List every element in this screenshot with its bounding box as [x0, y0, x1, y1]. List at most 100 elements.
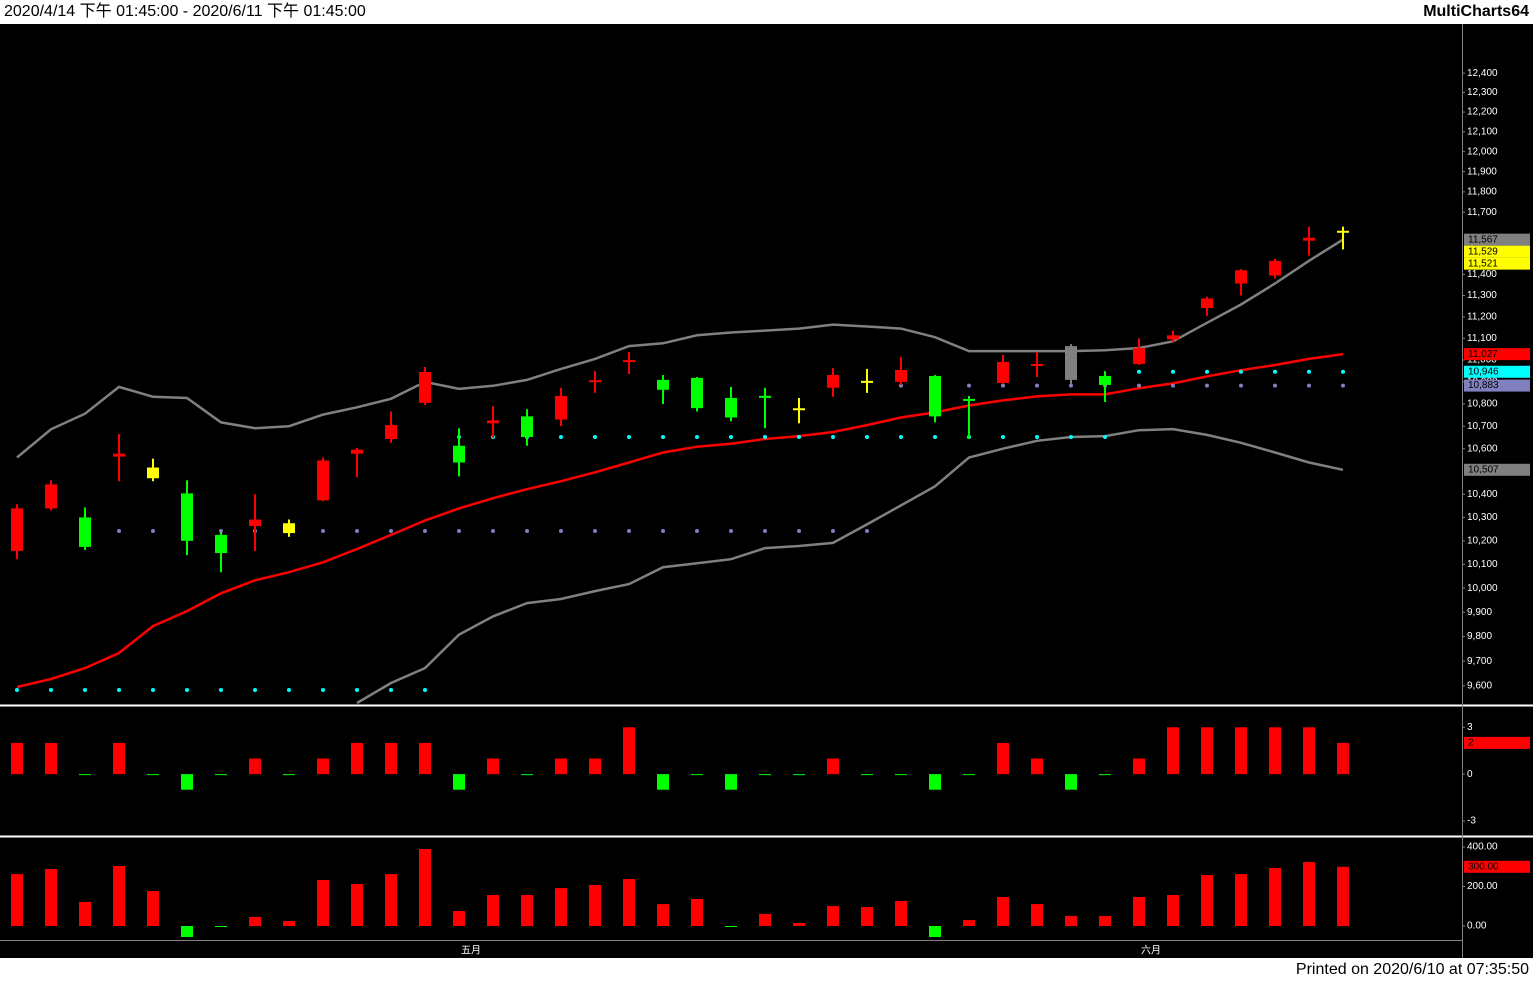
candle-body — [793, 408, 805, 411]
price-label-text: 11,529 — [1468, 246, 1498, 257]
indicator-dot — [729, 434, 733, 439]
y-tick-label: 200.00 — [1467, 881, 1498, 892]
bar — [1269, 867, 1281, 926]
price-label — [1464, 736, 1530, 749]
bar — [1099, 774, 1111, 776]
bar — [1337, 742, 1349, 775]
bar — [113, 742, 125, 775]
candle-body — [1099, 375, 1111, 385]
price-label-text: 11,027 — [1468, 349, 1498, 360]
indicator-dot — [1001, 383, 1005, 388]
indicator-dot — [627, 528, 631, 533]
candle-body — [589, 380, 601, 383]
indicator-dot — [559, 528, 563, 533]
bar — [147, 891, 159, 926]
indicator-dot — [1239, 383, 1243, 388]
y-tick-label: 11,700 — [1467, 207, 1497, 218]
candle-body — [317, 460, 329, 501]
candle-body — [1201, 298, 1213, 309]
bar — [623, 727, 635, 775]
y-tick-label: 10,100 — [1467, 559, 1498, 570]
x-tick-label: 六月 — [1141, 945, 1161, 957]
bar — [589, 758, 601, 775]
y-tick-label: -3 — [1467, 816, 1476, 827]
indicator-dot — [389, 528, 393, 533]
indicator-dot — [899, 434, 903, 439]
y-tick-label: 9,900 — [1467, 607, 1492, 618]
y-tick-label: 0.00 — [1467, 921, 1487, 932]
candle-body — [113, 453, 125, 457]
bar — [759, 774, 771, 776]
bar — [793, 923, 805, 926]
y-tick-label: 12,300 — [1467, 87, 1498, 98]
indicator-dot — [287, 687, 291, 692]
bar — [1133, 896, 1145, 926]
indicator-dot — [933, 434, 937, 439]
bar — [317, 880, 329, 926]
bar — [351, 883, 363, 926]
candle-body — [11, 508, 23, 551]
indicator-line — [16, 238, 1344, 459]
indicator-dot — [865, 528, 869, 533]
indicator-dot — [661, 434, 665, 439]
indicator-dot — [967, 383, 971, 388]
candle-body — [1031, 364, 1043, 367]
indicator-dot — [695, 528, 699, 533]
indicator-dot — [49, 687, 53, 692]
bar — [283, 921, 295, 926]
candle-body — [1269, 260, 1281, 276]
bar — [555, 758, 567, 775]
bar — [283, 774, 295, 776]
bar — [521, 774, 533, 776]
bar — [861, 774, 873, 776]
y-tick-label: 12,000 — [1467, 146, 1498, 157]
indicator-dot — [457, 528, 461, 533]
candle-body — [555, 395, 567, 420]
app-name: MultiCharts64 — [1423, 3, 1529, 20]
bar — [11, 874, 23, 926]
bar — [487, 758, 499, 775]
bar — [1031, 758, 1043, 775]
indicator-dot — [831, 528, 835, 533]
bar — [419, 742, 431, 775]
candle-body — [1167, 335, 1179, 340]
bar — [1031, 904, 1043, 926]
y-tick-label: 9,800 — [1467, 631, 1492, 642]
bar — [453, 910, 465, 926]
price-label — [1464, 348, 1530, 361]
candle-body — [1065, 346, 1077, 380]
indicator-dot — [559, 434, 563, 439]
bar — [181, 774, 193, 790]
bar — [657, 904, 669, 926]
candle-body — [1235, 270, 1247, 284]
bar — [1133, 758, 1145, 775]
indicator-dot — [321, 528, 325, 533]
price-label — [1464, 860, 1530, 873]
candle-body — [725, 397, 737, 418]
indicator-dot — [423, 687, 427, 692]
indicator-dot — [695, 434, 699, 439]
bar — [555, 888, 567, 926]
candle-body — [385, 425, 397, 439]
candle-body — [181, 493, 193, 541]
y-tick-label: 11,000 — [1467, 355, 1497, 366]
bar — [1269, 727, 1281, 775]
price-label-text: 10,946 — [1468, 366, 1499, 377]
candle-body — [657, 379, 669, 390]
y-tick-label: 10,400 — [1467, 489, 1498, 500]
indicator-dot — [729, 528, 733, 533]
indicator-dot — [525, 528, 529, 533]
price-label-text: 11,567 — [1468, 234, 1498, 245]
bar — [317, 758, 329, 775]
indicator-dot — [321, 687, 325, 692]
indicator-dot — [1103, 434, 1107, 439]
indicator-dot — [1069, 383, 1073, 388]
bar — [1167, 895, 1179, 926]
price-label-text: 10,507 — [1468, 464, 1499, 475]
bar — [385, 742, 397, 775]
bar — [997, 896, 1009, 926]
price-label — [1464, 463, 1530, 476]
y-tick-label: 10,600 — [1467, 443, 1498, 454]
price-label-text: 2 — [1468, 738, 1474, 749]
